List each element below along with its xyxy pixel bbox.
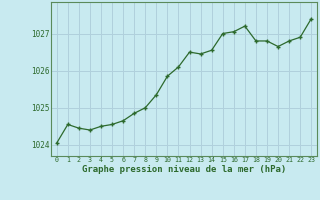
X-axis label: Graphe pression niveau de la mer (hPa): Graphe pression niveau de la mer (hPa)	[82, 165, 286, 174]
